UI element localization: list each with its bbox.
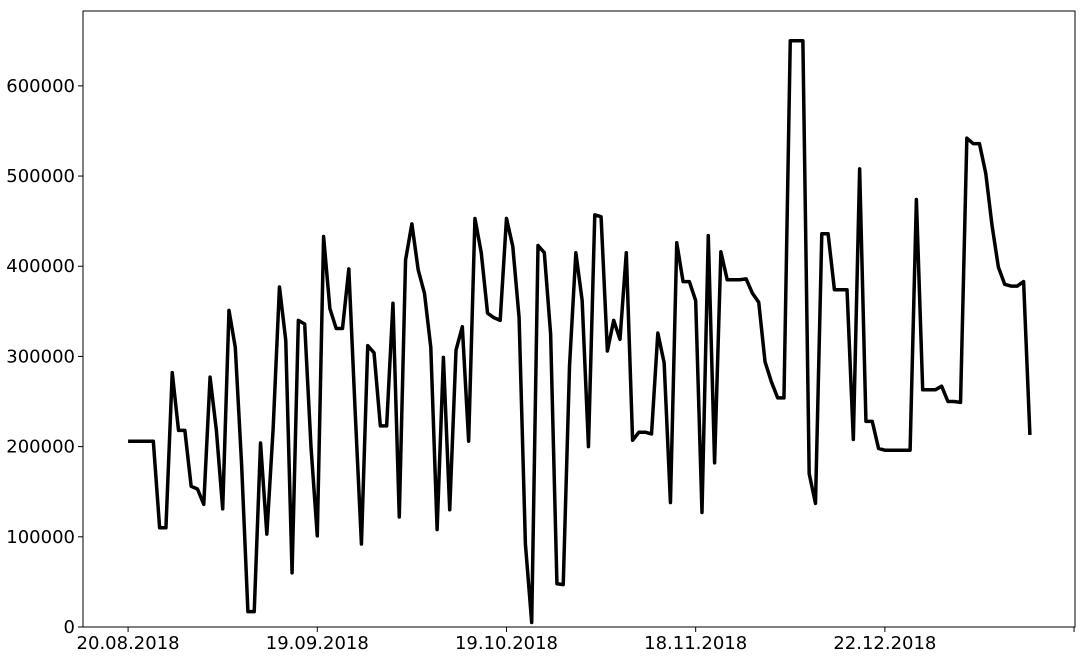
y-tick-label: 100000 (6, 527, 75, 548)
y-tick-label: 400000 (6, 256, 75, 277)
y-tick-label: 0 (64, 617, 75, 638)
x-tick-label: 20.08.2018 (77, 633, 180, 654)
data-line (128, 39, 1032, 625)
plot-frame (82, 10, 1076, 628)
y-tick-label: 200000 (6, 437, 75, 458)
y-tick-label: 600000 (6, 76, 75, 97)
x-tick-label: 22.12.2018 (833, 633, 936, 654)
x-tick-label: 19.10.2018 (455, 633, 558, 654)
x-tick-label: 18.11.2018 (644, 633, 747, 654)
x-tick-label: 19.09.2018 (266, 633, 369, 654)
y-tick-label: 500000 (6, 166, 75, 187)
y-tick-label: 300000 (6, 346, 75, 367)
